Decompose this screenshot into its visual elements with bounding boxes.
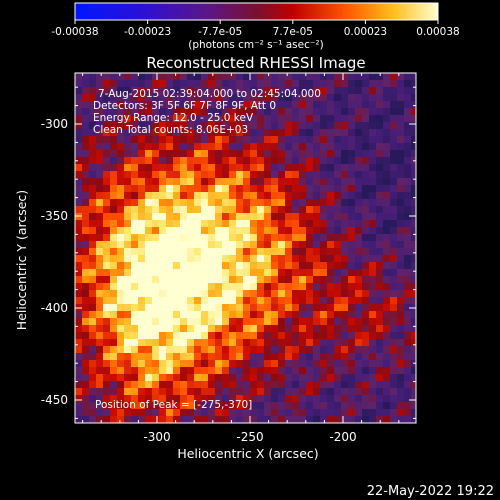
energy-range-label: Energy Range: 12.0 - 25.0 keV [93, 112, 254, 124]
image-title: Reconstructed RHESSI Image [146, 54, 365, 72]
y-tick-label: -300 [41, 117, 68, 131]
colorbar-tick-label: 7.7e-05 [273, 26, 313, 38]
x-tick-label: -200 [329, 430, 356, 444]
y-tick-label: -350 [41, 209, 68, 223]
y-tick-label: -400 [41, 301, 68, 315]
colorbar-ticks: -0.00038 -0.00023 -7.7e-05 7.7e-05 0.00023 0.… [51, 20, 460, 38]
colorbar-tick-label: -7.7e-05 [198, 26, 242, 38]
y-tick-label: -450 [41, 393, 68, 407]
detectors-label: Detectors: 3F 5F 6F 7F 8F 9F, Att 0 [93, 100, 276, 112]
colorbar [75, 3, 438, 20]
x-axis-label: Heliocentric X (arcsec) [177, 446, 318, 461]
x-tick-label: -300 [143, 430, 170, 444]
x-tick-label: -250 [236, 430, 263, 444]
colorbar-tick-label: 0.00023 [344, 26, 387, 38]
xray-image [75, 73, 416, 423]
clean-counts-label: Clean Total counts: 8.06E+03 [93, 124, 248, 136]
y-axis-label: Heliocentric Y (arcsec) [14, 190, 29, 330]
time-range-label: 7-Aug-2015 02:39:04.000 to 02:45:04.000 [98, 88, 321, 100]
colorbar-tick-label: -0.00023 [124, 26, 171, 38]
footer-date: 22-May-2022 19:22 [367, 484, 494, 499]
image-frame [74, 72, 417, 424]
colorbar-tick-label: -0.00038 [51, 26, 98, 38]
colorbar-tick-label: 0.00038 [416, 26, 459, 38]
peak-position-label: Position of Peak = [-275,-370] [95, 399, 252, 411]
axis-ticks: -300 -250 -200 -300 -350 -400 -450 [41, 73, 416, 444]
colorbar-units: (photons cm⁻² s⁻¹ asec⁻²) [188, 39, 323, 51]
colorbar-frame [74, 2, 439, 21]
